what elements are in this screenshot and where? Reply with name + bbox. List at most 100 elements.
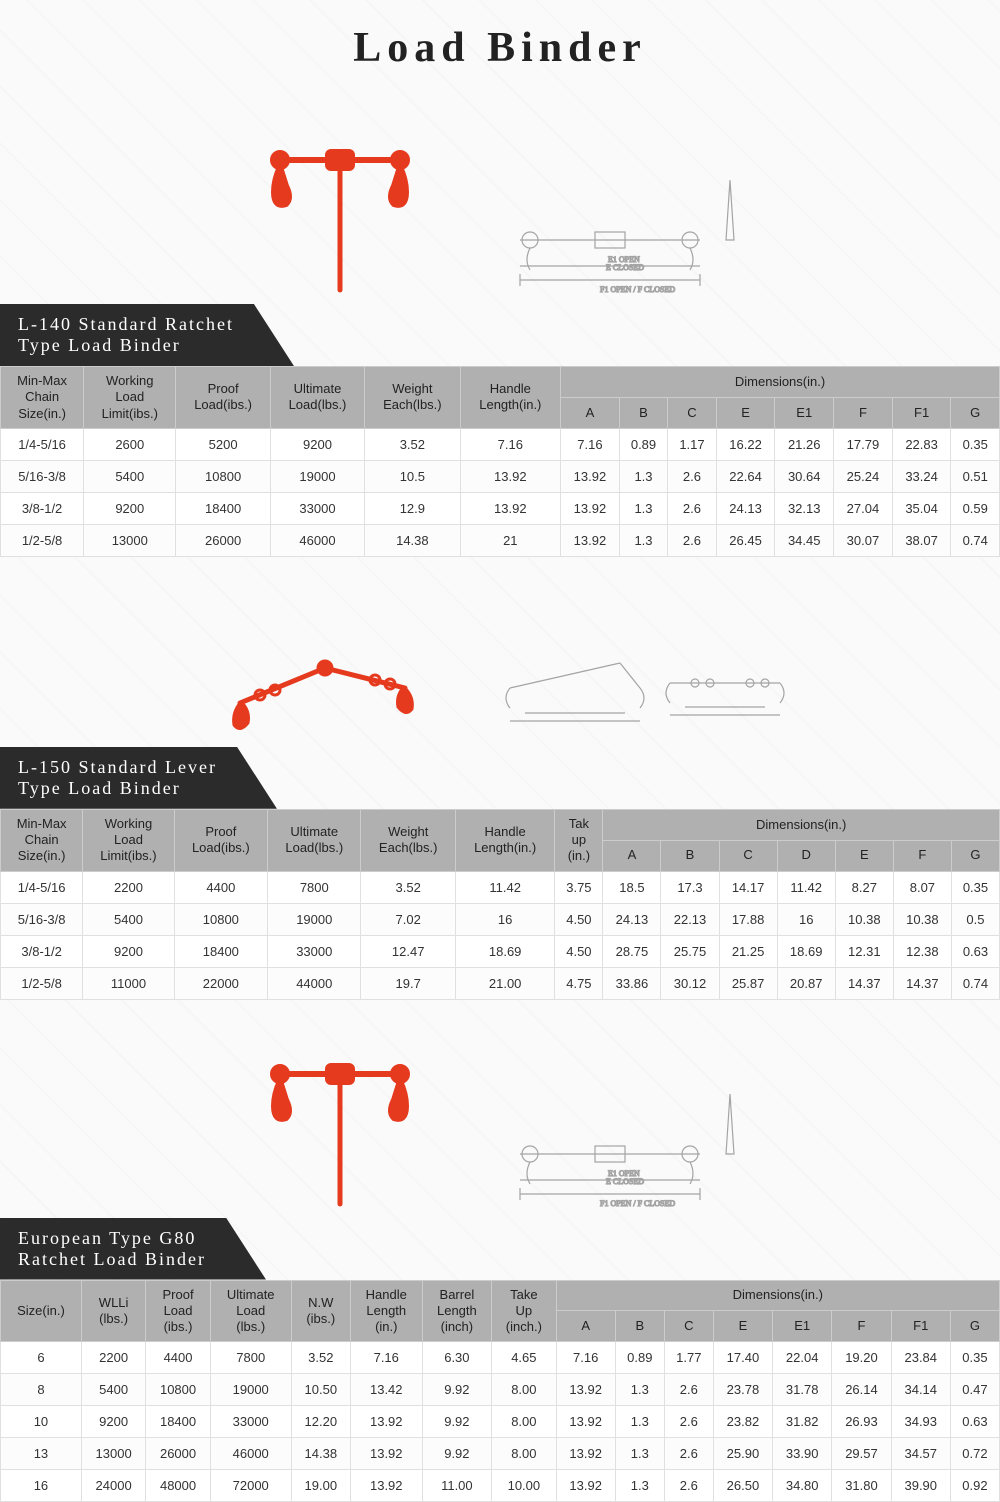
table-cell: 26000	[146, 1438, 210, 1470]
table-cell: 4.65	[492, 1342, 556, 1374]
table-cell: 34.93	[891, 1406, 950, 1438]
table-cell: 0.72	[950, 1438, 999, 1470]
table-cell: 7.16	[460, 428, 561, 460]
table-cell: 12.47	[361, 935, 455, 967]
table-cell: 0.63	[951, 935, 999, 967]
table-cell: 26.50	[713, 1470, 772, 1502]
dimensions-header: Dimensions(in.)	[561, 367, 1000, 398]
table-cell: 13.92	[556, 1438, 615, 1470]
table-cell: 13.92	[561, 460, 620, 492]
col-header: ProofLoad(ibs.)	[146, 1280, 210, 1342]
table-cell: 35.04	[892, 492, 951, 524]
table-cell: 1/2-5/8	[1, 967, 83, 999]
col-header: Takup(in.)	[555, 809, 603, 871]
table-cell: 27.04	[834, 492, 893, 524]
table-cell: 9.92	[422, 1374, 492, 1406]
dim-col-header: F	[834, 397, 893, 428]
spec-table: Size(in.)WLLi(lbs.)ProofLoad(ibs.)Ultima…	[0, 1280, 1000, 1502]
table-cell: 1.3	[615, 1470, 664, 1502]
table-cell: 9200	[83, 935, 174, 967]
table-cell: 9200	[84, 492, 176, 524]
table-cell: 12.38	[893, 935, 951, 967]
table-cell: 26.14	[832, 1374, 891, 1406]
table-cell: 34.14	[891, 1374, 950, 1406]
table-cell: 4.75	[555, 967, 603, 999]
section-title-line2: Ratchet Load Binder	[18, 1249, 206, 1270]
table-cell: 13.92	[350, 1438, 422, 1470]
table-cell: 0.59	[951, 492, 1000, 524]
image-row	[0, 597, 1000, 747]
table-cell: 9200	[81, 1406, 145, 1438]
table-cell: 10.5	[365, 460, 460, 492]
dim-col-header: F	[893, 840, 951, 871]
table-cell: 21	[460, 524, 561, 556]
table-cell: 8	[1, 1374, 82, 1406]
table-cell: 4400	[146, 1342, 210, 1374]
table-cell: 14.37	[893, 967, 951, 999]
table-cell: 10.38	[893, 903, 951, 935]
dim-col-header: E	[713, 1311, 772, 1342]
dim-col-header: A	[603, 840, 661, 871]
table-cell: 13.92	[561, 492, 620, 524]
table-cell: 13.92	[460, 492, 561, 524]
table-cell: 24.13	[603, 903, 661, 935]
table-cell: 16	[1, 1470, 82, 1502]
table-cell: 31.78	[773, 1374, 832, 1406]
table-cell: 7.16	[350, 1342, 422, 1374]
table-cell: 5/16-3/8	[1, 460, 84, 492]
image-row: E1 OPEN E CLOSED F1 OPEN / F CLOSED	[0, 126, 1000, 304]
table-cell: 1/2-5/8	[1, 524, 84, 556]
table-row: 1/2-5/813000260004600014.382113.921.32.6…	[1, 524, 1000, 556]
section: L-150 Standard LeverType Load BinderMin-…	[0, 597, 1000, 1000]
table-cell: 2.6	[668, 492, 716, 524]
product-image	[240, 130, 440, 300]
table-cell: 3.75	[555, 871, 603, 903]
table-cell: 22000	[174, 967, 267, 999]
table-row: 1/4-5/162200440078003.5211.423.7518.517.…	[1, 871, 1000, 903]
table-cell: 13000	[84, 524, 176, 556]
table-row: 1/2-5/811000220004400019.721.004.7533.86…	[1, 967, 1000, 999]
table-cell: 0.89	[619, 428, 667, 460]
dimensions-header: Dimensions(in.)	[556, 1280, 999, 1311]
table-cell: 10.00	[492, 1470, 556, 1502]
table-cell: 7.02	[361, 903, 455, 935]
table-cell: 19.7	[361, 967, 455, 999]
svg-text:E CLOSED: E CLOSED	[606, 1177, 644, 1186]
dim-col-header: E	[716, 397, 775, 428]
spec-table: Min-MaxChainSize(in.)WorkingLoadLimit(ib…	[0, 366, 1000, 557]
svg-text:F1 OPEN / F CLOSED: F1 OPEN / F CLOSED	[600, 1199, 675, 1208]
table-cell: 0.35	[950, 1342, 999, 1374]
table-cell: 2.6	[668, 460, 716, 492]
table-row: 5/16-3/85400108001900010.513.9213.921.32…	[1, 460, 1000, 492]
table-cell: 4.50	[555, 935, 603, 967]
table-cell: 26000	[176, 524, 270, 556]
section: E1 OPEN E CLOSED F1 OPEN / F CLOSED L-14…	[0, 126, 1000, 557]
table-cell: 10800	[146, 1374, 210, 1406]
table-cell: 11.42	[455, 871, 555, 903]
table-cell: 7.16	[556, 1342, 615, 1374]
table-cell: 1.3	[619, 460, 667, 492]
section-title-line1: L-140 Standard Ratchet	[18, 314, 234, 335]
table-cell: 18.5	[603, 871, 661, 903]
table-cell: 31.82	[773, 1406, 832, 1438]
table-cell: 0.51	[951, 460, 1000, 492]
table-cell: 16	[455, 903, 555, 935]
table-cell: 12.31	[835, 935, 893, 967]
table-cell: 7800	[268, 871, 361, 903]
table-cell: 33.24	[892, 460, 951, 492]
table-cell: 13.42	[350, 1374, 422, 1406]
table-cell: 1.17	[668, 428, 716, 460]
table-cell: 23.82	[713, 1406, 772, 1438]
col-header: Min-MaxChainSize(in.)	[1, 809, 83, 871]
table-cell: 3.52	[361, 871, 455, 903]
dim-col-header: G	[950, 1311, 999, 1342]
table-row: 1624000480007200019.0013.9211.0010.0013.…	[1, 1470, 1000, 1502]
spec-table: Min-MaxChainSize(in.)WorkingLoadLimit(ib…	[0, 809, 1000, 1000]
col-header: UltimateLoad(lbs.)	[270, 367, 364, 429]
table-cell: 3/8-1/2	[1, 492, 84, 524]
table-cell: 1/4-5/16	[1, 428, 84, 460]
col-header: WeightEach(lbs.)	[361, 809, 455, 871]
table-cell: 26.45	[716, 524, 775, 556]
col-header: UltimateLoad(lbs.)	[210, 1280, 291, 1342]
col-header: Min-MaxChainSize(in.)	[1, 367, 84, 429]
